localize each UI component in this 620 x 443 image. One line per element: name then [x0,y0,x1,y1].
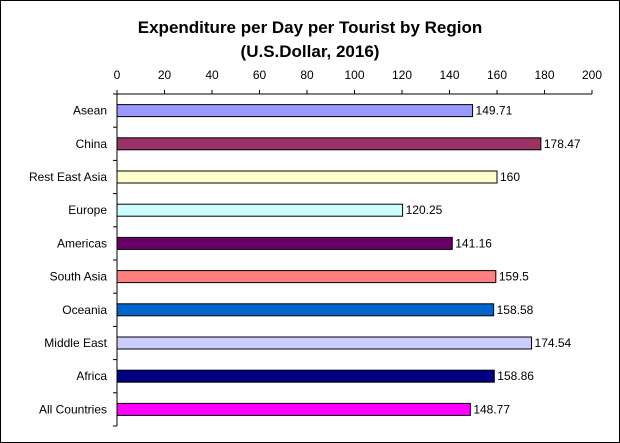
x-tick-label: 40 [205,68,219,82]
category-label: Asean [73,104,107,118]
category-label: Oceania [62,303,107,317]
bar [116,203,404,217]
category-label: Rest East Asia [29,170,107,184]
category-label: China [76,137,108,151]
category-label: Europe [68,203,107,217]
bar [116,336,533,350]
bar [116,303,495,317]
bar [116,270,497,284]
category-label: Africa [76,369,107,383]
value-label: 141.16 [455,236,492,250]
category-label: All Countries [39,402,107,416]
chart-subtitle: (U.S.Dollar, 2016) [240,42,380,61]
category-label: Middle East [44,336,107,350]
value-label: 149.71 [476,104,513,118]
value-label: 174.54 [535,336,572,350]
x-tick-label: 20 [158,68,172,82]
x-tick-label: 200 [582,68,602,82]
bar [116,137,542,151]
bar [116,236,453,250]
bar [116,104,474,118]
x-tick-label: 80 [300,68,314,82]
x-tick-label: 120 [392,68,412,82]
value-label: 148.77 [473,402,510,416]
value-label: 158.86 [497,369,534,383]
bar [116,170,498,184]
x-tick-label: 160 [487,68,507,82]
x-tick-label: 180 [534,68,554,82]
category-label: Americas [57,236,107,250]
value-label: 159.5 [499,270,529,284]
value-label: 158.58 [497,303,534,317]
category-label: South Asia [50,270,108,284]
x-tick-label: 60 [253,68,267,82]
x-tick-label: 140 [439,68,459,82]
x-tick-label: 100 [344,68,364,82]
value-label: 120.25 [406,203,443,217]
value-label: 160 [500,170,520,184]
chart-title: Expenditure per Day per Tourist by Regio… [137,18,483,37]
bar [116,402,471,416]
value-label: 178.47 [544,137,581,151]
bar [116,369,495,383]
x-tick-label: 0 [114,68,121,82]
